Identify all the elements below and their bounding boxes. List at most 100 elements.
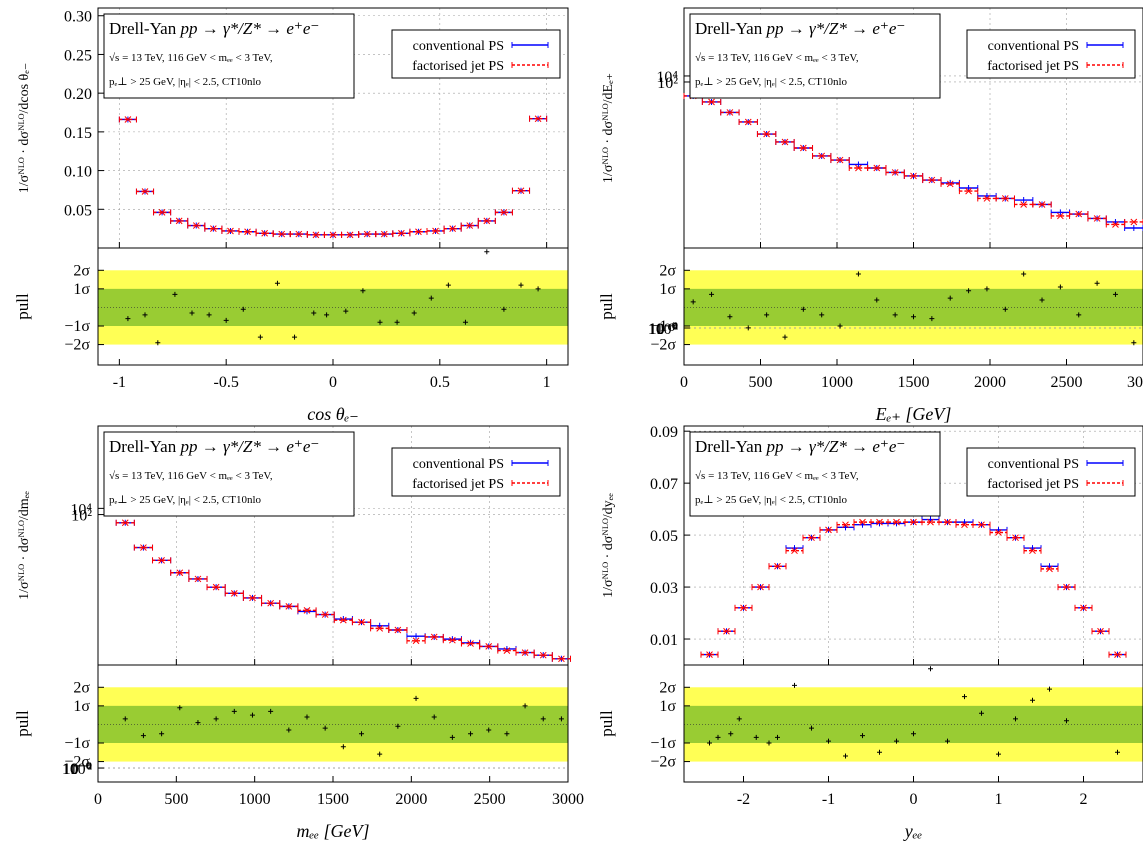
pull-point <box>125 316 131 322</box>
y-tick-label: 0.01 <box>650 632 678 649</box>
pull-point <box>843 753 848 759</box>
data-point-factorised <box>1063 583 1070 591</box>
y-tick-label: 10⁻⁴ <box>648 321 678 338</box>
data-point-factorised <box>380 230 388 238</box>
y-tick-label: 10⁴ <box>656 69 678 86</box>
process-title: Drell-Yan pp → γ*/Z* → e⁺e⁻ <box>695 19 905 38</box>
pull-point <box>431 714 437 720</box>
pull-point <box>877 749 882 755</box>
data-point-factorised <box>757 583 764 591</box>
x-tick-label: -0.5 <box>214 374 239 391</box>
pull-point <box>996 751 1001 757</box>
pull-point <box>690 299 696 305</box>
pull-point <box>394 319 400 325</box>
data-point-factorised <box>210 225 217 232</box>
y-tick-label: 0.15 <box>64 125 92 142</box>
pull-band-1sigma <box>684 288 1143 326</box>
pull-plot-frame <box>97 664 569 783</box>
data-point-factorised <box>121 519 129 527</box>
y-axis-label: 1/σᴺᴸᴼ · dσᴺᴸᴼ/dcos θₑ₋ <box>17 63 32 193</box>
y-tick-label: 0.20 <box>64 86 92 103</box>
data-point-conventional <box>855 161 862 168</box>
data-point-factorised <box>398 229 405 237</box>
data-point-factorised <box>876 518 883 526</box>
data-point-factorised <box>1097 627 1104 635</box>
pull-tick-label: −1σ <box>64 735 90 752</box>
x-tick-label: 2000 <box>974 374 1006 391</box>
pull-point <box>1057 284 1063 290</box>
y-tick-label: 10⁻⁸ <box>648 321 678 338</box>
data-point-factorised <box>339 616 347 624</box>
legend-label: factorised jet PS <box>412 59 504 74</box>
pull-point <box>286 727 292 733</box>
pull-point <box>928 666 933 672</box>
chart-panel-costheta: -1 -0.5 0 0.5 1 0.05 0.10 0.15 0.20 0.25 0.30 2σ 1σ −… <box>13 7 569 424</box>
pull-point <box>1002 306 1008 312</box>
pull-point <box>486 727 492 733</box>
process-title: Drell-Yan pp → γ*/Z* → e⁺e⁻ <box>695 437 905 456</box>
data-point-factorised <box>261 229 268 237</box>
data-point-factorised <box>891 169 899 176</box>
pull-point <box>468 731 474 737</box>
pull-point <box>206 312 212 318</box>
data-point-factorised <box>1001 195 1009 202</box>
pull-tick-label: 1σ <box>73 281 90 298</box>
x-tick-label: 0 <box>910 791 918 808</box>
x-tick-label: -2 <box>737 791 750 808</box>
data-point-factorised <box>928 176 936 184</box>
pull-axis-label: pull <box>597 710 616 737</box>
legend-label: conventional PS <box>413 39 504 54</box>
process-title: Drell-Yan pp → γ*/Z* → e⁺e⁻ <box>109 19 319 38</box>
data-point-factorised <box>961 521 968 529</box>
data-point-conventional <box>449 636 456 643</box>
y-tick-label: 0.09 <box>650 424 678 441</box>
pull-point <box>819 312 825 318</box>
pull-point <box>894 738 899 744</box>
pull-point <box>462 319 468 325</box>
pull-point <box>1115 749 1120 755</box>
legend-label: conventional PS <box>988 457 1079 472</box>
data-point-factorised <box>781 138 789 146</box>
pull-point <box>558 716 564 722</box>
pull-point <box>540 716 546 722</box>
data-point-factorised <box>706 651 713 658</box>
data-point-factorised <box>483 217 491 225</box>
x-tick-label: 0.5 <box>430 374 450 391</box>
pull-point <box>775 734 780 740</box>
pull-point <box>984 286 990 292</box>
pull-point <box>322 725 328 731</box>
data-point-factorised <box>1057 212 1064 220</box>
chart-panel-rapidity: -2 -1 0 1 2 0.01 0.03 0.05 0.07 0.09 2σ 1σ −1σ −2σ Dre… <box>597 424 1143 841</box>
pull-point <box>449 734 455 740</box>
data-point-factorised <box>466 222 474 229</box>
x-tick-label: 3000 <box>1127 374 1143 391</box>
pull-point <box>377 751 383 757</box>
pull-point <box>177 705 183 711</box>
pull-point <box>766 740 772 746</box>
x-tick-label: 2 <box>1080 791 1088 808</box>
data-point-factorised <box>346 231 354 239</box>
pull-point <box>782 334 788 340</box>
y-tick-label: 10⁰ <box>70 761 92 778</box>
y-axis-label: 1/σᴺᴸᴼ · dσᴺᴸᴼ/dmₑₑ <box>17 491 32 600</box>
data-point-factorised <box>744 118 752 126</box>
data-point-factorised <box>726 109 734 116</box>
pull-point <box>360 288 366 294</box>
pull-point <box>428 295 434 301</box>
y-tick-label: 10⁻² <box>649 321 678 338</box>
y-tick-label: 10⁻² <box>63 761 92 778</box>
pull-point <box>1064 718 1069 724</box>
pull-point <box>792 682 797 688</box>
pull-tick-label: 1σ <box>659 281 676 298</box>
pull-point <box>155 340 161 346</box>
pull-point <box>1076 312 1082 318</box>
pull-point <box>535 286 541 292</box>
y-tick-label: 10² <box>657 75 678 92</box>
x-tick-label: 2000 <box>395 791 427 808</box>
y-tick-label: 0.10 <box>64 164 92 181</box>
pull-tick-label: 1σ <box>659 698 676 715</box>
pull-axis-label: pull <box>13 293 32 320</box>
pull-point <box>213 716 219 722</box>
pull-tick-label: −2σ <box>64 337 90 354</box>
x-tick-label: 1000 <box>239 791 271 808</box>
